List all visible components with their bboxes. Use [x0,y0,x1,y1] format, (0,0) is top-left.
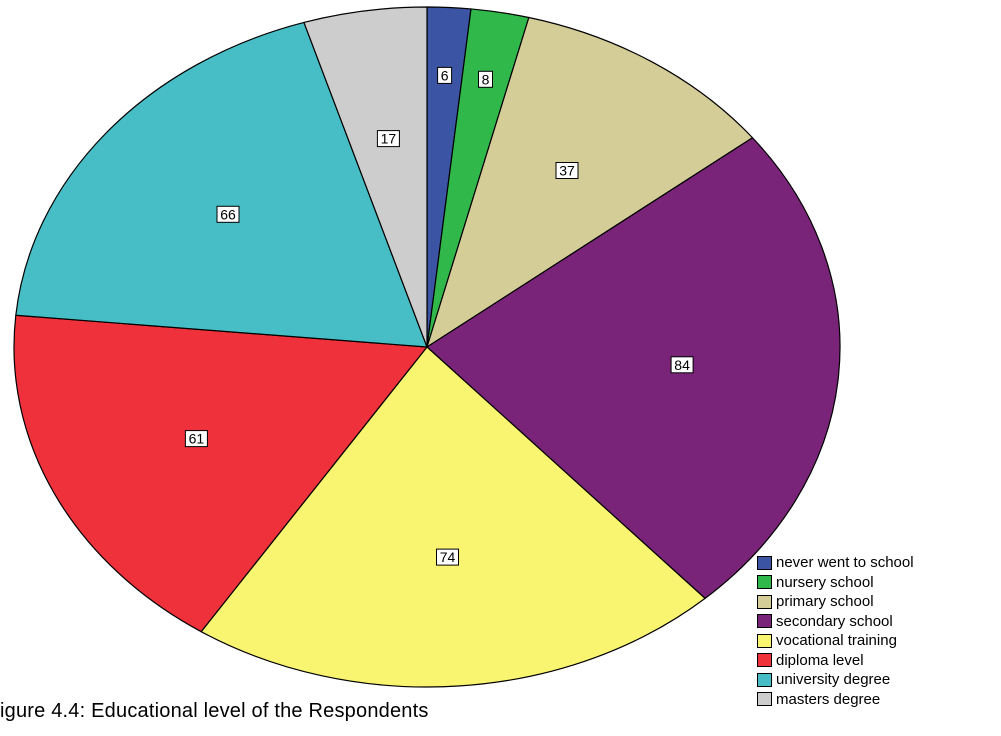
legend-item-nursery-school: nursery school [757,573,997,593]
data-label-text: 74 [440,549,456,565]
data-label-text: 6 [441,67,449,83]
legend-item-vocational-training: vocational training [757,631,997,651]
figure-caption: igure 4.4: Educational level of the Resp… [0,700,429,722]
data-label-text: 84 [674,357,690,373]
legend-item-diploma-level: diploma level [757,651,997,671]
data-label-masters-degree: 17 [376,130,400,148]
data-label-box [670,356,694,374]
data-label-text: 66 [220,206,236,222]
data-label-box [555,162,579,179]
legend-swatch [757,633,772,648]
legend-swatch [757,653,772,668]
legend-swatch [757,555,772,570]
legend-swatch [757,575,772,590]
pie-slice-diploma-level [13,314,428,633]
data-label-nursery-school: 8 [478,70,493,88]
legend-label: nursery school [776,573,874,591]
legend-swatch [757,594,772,609]
legend-label: vocational training [776,632,897,650]
slices-layer [13,6,841,688]
legend-label: university degree [776,671,891,689]
legend-label: masters degree [776,690,881,708]
data-label-primary-school: 37 [555,162,579,179]
legend-item-primary-school: primary school [757,592,997,612]
data-label-diploma-level: 61 [184,430,208,448]
data-label-never-went-to-school: 6 [437,66,453,84]
data-label-box [437,66,453,84]
data-label-university-degree: 66 [216,205,240,223]
data-labels-layer: 6 8 37 84 74 61 66 17 [184,66,694,566]
legend-swatch [757,672,772,687]
data-label-box [478,70,493,88]
legend-swatch [757,692,772,707]
legend-item-secondary-school: secondary school [757,612,997,632]
legend-item-never-went-to-school: never went to school [757,553,997,573]
legend-label: primary school [776,593,874,611]
data-label-box [184,430,208,448]
legend-label: secondary school [776,612,893,630]
pie-slice-vocational-training [200,346,706,688]
data-label-box [376,130,400,148]
pie-slice-secondary-school [426,137,841,599]
pie-slice-primary-school [426,16,754,348]
data-label-text: 37 [559,163,575,179]
data-label-vocational-training: 74 [436,548,459,566]
data-label-text: 61 [189,431,205,447]
legend-swatch [757,614,772,629]
legend-label: diploma level [776,651,864,669]
data-label-text: 8 [482,71,490,87]
legend-label: never went to school [776,554,914,572]
legend-item-masters-degree: masters degree [757,690,997,710]
pie-slice-masters-degree [303,6,428,348]
legend: never went to school nursery school primar… [757,553,997,709]
data-label-box [216,205,240,223]
data-label-text: 17 [381,131,397,147]
pie-slice-university-degree [15,21,428,348]
data-label-secondary-school: 84 [670,356,694,374]
legend-item-university-degree: university degree [757,670,997,690]
data-label-box [436,548,459,566]
